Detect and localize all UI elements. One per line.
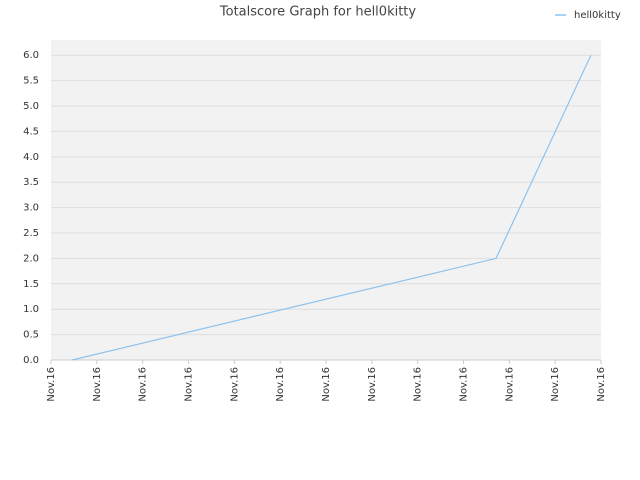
x-tick-label: Nov.16 [46,367,57,402]
y-tick-label: 5.0 [23,101,39,112]
y-tick-label: 5.5 [23,76,39,87]
y-tick-label: 2.5 [23,228,39,239]
x-tick-label: Nov.16 [596,367,607,402]
y-tick-label: 3.5 [23,177,39,188]
legend-label: hell0kitty [574,10,621,21]
y-tick-label: 6.0 [23,50,39,61]
x-tick-label: Nov.16 [92,367,103,402]
grid-band [51,40,601,81]
y-tick-label: 1.5 [23,279,39,290]
x-tick-label: Nov.16 [229,367,240,402]
line [71,54,592,361]
x-tick-label: Nov.16 [321,367,332,402]
x-tick-label: Nov.16 [367,367,378,402]
y-tick-label: 2.0 [23,253,39,264]
y-tick-label: 0.5 [23,330,39,341]
y-tick-label: 1.0 [23,304,39,315]
x-tick-label: Nov.16 [275,367,286,402]
chart-title: Totalscore Graph for hell0kitty [219,5,417,20]
x-tick-label: Nov.16 [138,367,149,402]
y-tick-label: 4.5 [23,126,39,137]
x-tick-label: Nov.16 [184,367,195,402]
x-tick-label: Nov.16 [550,367,561,402]
x-tick-label: Nov.16 [413,367,424,402]
x-tick-label: Nov.16 [504,367,515,402]
grid-band [51,334,601,360]
y-tick-label: 4.0 [23,152,39,163]
y-tick-label: 3.0 [23,203,39,214]
x-tick-label: Nov.16 [459,367,470,402]
y-tick-label: 0.0 [23,355,39,366]
